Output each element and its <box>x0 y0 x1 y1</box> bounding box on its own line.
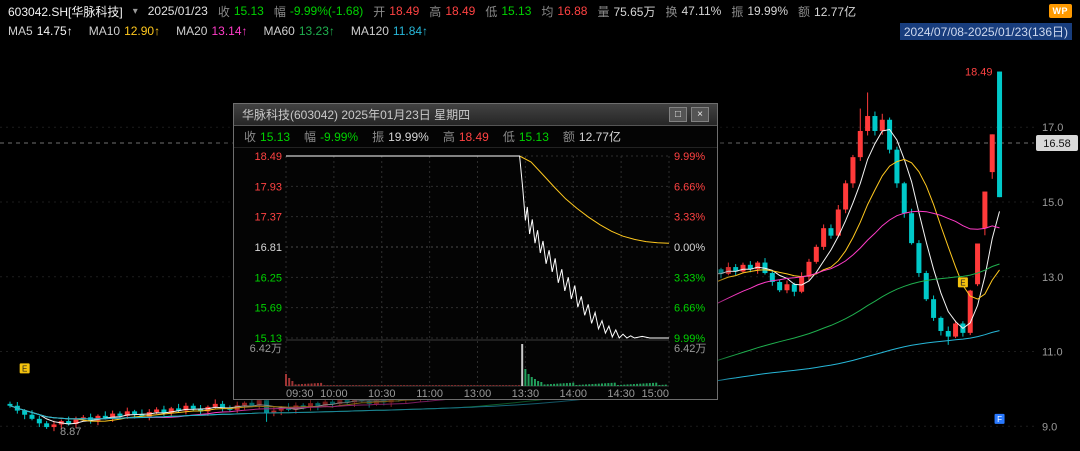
intraday-right-axis-label: 9.99% <box>674 333 705 345</box>
axis-level-label: 17.0 <box>1042 122 1063 134</box>
flag-marker-f[interactable] <box>994 413 1005 424</box>
intraday-volume-bars <box>285 344 667 386</box>
time-axis-label: 14:00 <box>559 388 587 400</box>
quote-field-均: 均 16.88 <box>541 4 588 19</box>
axis-level-label: 9.0 <box>1042 421 1057 433</box>
chevron-down-icon[interactable]: ▾ <box>132 5 138 17</box>
intraday-left-axis-label: 18.49 <box>254 151 282 163</box>
axis-level-label: 15.0 <box>1042 197 1063 209</box>
popup-close-button[interactable]: × <box>691 107 709 122</box>
quote-date: 2025/01/23 <box>147 4 208 18</box>
intraday-left-axis-label: 15.13 <box>254 333 282 345</box>
time-axis-label: 15:00 <box>641 388 669 400</box>
quote-field-量: 量 75.65万 <box>597 4 656 19</box>
time-axis-label: 13:30 <box>512 388 540 400</box>
ma-field-MA5: MA5 14.75↑ <box>8 24 73 38</box>
svg-text:E: E <box>22 364 27 373</box>
quote-field-幅: 幅 -9.99%(-1.68) <box>273 4 364 19</box>
svg-text:F: F <box>997 415 1002 424</box>
quote-field-开: 开 18.49 <box>373 4 420 19</box>
quote-field-低: 低 15.13 <box>485 4 532 19</box>
intraday-axis-labels: 18.49 9.99% 17.93 6.66% 17.37 3.33% 16.81 0.00%… <box>250 151 707 400</box>
time-axis-label: 14:30 <box>607 388 635 400</box>
ma-indicator-bar: MA5 14.75↑ MA10 12.90↑ MA20 13.14↑ MA60 13.23↑ M… <box>0 22 1080 40</box>
kline-axis-labels: 17.0 15.0 13.0 11.0 9.0 18.49 8.87 16.58 E E F <box>19 67 1078 438</box>
quote-topbar: 603042.SH[华脉科技] ▾ 2025/01/23 收 15.13 幅 -9.9… <box>0 0 1080 22</box>
quote-field-收: 收 15.13 <box>217 4 264 19</box>
intraday-right-axis-label: 3.33% <box>674 272 705 284</box>
intraday-right-axis-label: 6.66% <box>674 181 705 193</box>
time-axis-label: 10:30 <box>368 388 396 400</box>
quote-field-额: 额 12.77亿 <box>798 4 857 19</box>
intraday-right-axis-label: 6.66% <box>674 303 705 315</box>
intraday-canvas[interactable]: 18.49 9.99% 17.93 6.66% 17.37 3.33% 16.81 0.00%… <box>234 148 717 401</box>
popup-title-bar[interactable]: 华脉科技(603042) 2025年01月23日 星期四 □ × <box>234 104 717 126</box>
time-axis-label: 10:00 <box>320 388 348 400</box>
intraday-left-axis-label: 17.93 <box>254 181 282 193</box>
intraday-grid <box>285 155 670 387</box>
ma-field-MA120: MA120 11.84↑ <box>350 24 429 38</box>
axis-level-label: 11.0 <box>1042 347 1063 359</box>
high-price-label: 18.49 <box>965 67 993 79</box>
quote-field-高: 高 18.49 <box>429 4 476 19</box>
event-marker-right[interactable] <box>957 277 968 288</box>
intraday-left-axis-label: 16.81 <box>254 242 282 254</box>
intraday-popup: 华脉科技(603042) 2025年01月23日 星期四 □ × 收 15.13 幅… <box>233 103 718 400</box>
quote-fields: 收 15.13 幅 -9.99%(-1.68) 开 18.49 高 18.49 低 15.13 均 1… <box>218 3 856 20</box>
quote-field-换: 换 47.11% <box>665 4 722 19</box>
time-axis-label: 09:30 <box>286 388 314 400</box>
quote-field-振: 振 19.99% <box>731 4 789 19</box>
volume-axis-label: 6.42万 <box>674 343 706 355</box>
kline-canvas[interactable]: 17.0 15.0 13.0 11.0 9.0 18.49 8.87 16.58 E E F <box>0 40 1080 451</box>
popup-stat-额: 额 12.77亿 <box>562 130 621 144</box>
event-marker-left[interactable] <box>19 363 30 374</box>
intraday-left-axis-label: 17.37 <box>254 212 282 224</box>
intraday-right-axis-label: 9.99% <box>674 151 705 163</box>
intraday-left-axis-label: 16.25 <box>254 272 282 284</box>
popup-stat-幅: 幅 -9.99% <box>304 129 359 145</box>
popup-stat-振: 振 19.99% <box>372 129 429 145</box>
kline-chart-area[interactable]: 17.0 15.0 13.0 11.0 9.0 18.49 8.87 16.58 E E F 华脉科… <box>0 40 1080 451</box>
axis-level-label: 13.0 <box>1042 272 1063 284</box>
svg-text:E: E <box>960 278 965 287</box>
popup-stat-收: 收 15.13 <box>244 129 291 145</box>
intraday-right-axis-label: 3.33% <box>674 212 705 224</box>
intraday-right-axis-label: 0.00% <box>674 242 705 254</box>
ma-field-MA60: MA60 13.23↑ <box>263 24 335 38</box>
low-price-label: 8.87 <box>60 426 81 438</box>
popup-window-buttons: □ × <box>665 107 709 122</box>
last-price-tag-text: 16.58 <box>1043 138 1071 150</box>
last-price-tag <box>1036 134 1078 151</box>
ma-field-MA20: MA20 13.14↑ <box>176 24 248 38</box>
intraday-left-axis-label: 15.69 <box>254 303 282 315</box>
date-range-label: 2024/07/08-2025/01/23(136日) <box>899 22 1072 40</box>
popup-stats-row: 收 15.13 幅 -9.99% 振 19.99% 高 18.49 低 15.13 额 12.77亿 <box>234 126 717 148</box>
ma120-line <box>9 330 1000 420</box>
intraday-lines <box>286 155 670 339</box>
popup-restore-button[interactable]: □ <box>669 107 687 122</box>
volume-axis-label: 6.42万 <box>250 343 282 355</box>
app-logo: WP <box>1048 4 1072 18</box>
popup-stat-高: 高 18.49 <box>442 129 489 145</box>
popup-title: 华脉科技(603042) 2025年01月23日 星期四 <box>242 108 471 122</box>
popup-stat-低: 低 15.13 <box>502 129 549 145</box>
ma-fields: MA5 14.75↑ MA10 12.90↑ MA20 13.14↑ MA60 13.23↑ M… <box>8 24 428 38</box>
price-line <box>286 155 669 339</box>
stock-symbol[interactable]: 603042.SH[华脉科技] <box>8 4 123 19</box>
ma-field-MA10: MA10 12.90↑ <box>88 24 161 38</box>
time-axis-label: 13:00 <box>464 388 492 400</box>
avg-price-line <box>286 155 670 244</box>
time-axis-label: 11:00 <box>416 388 443 400</box>
